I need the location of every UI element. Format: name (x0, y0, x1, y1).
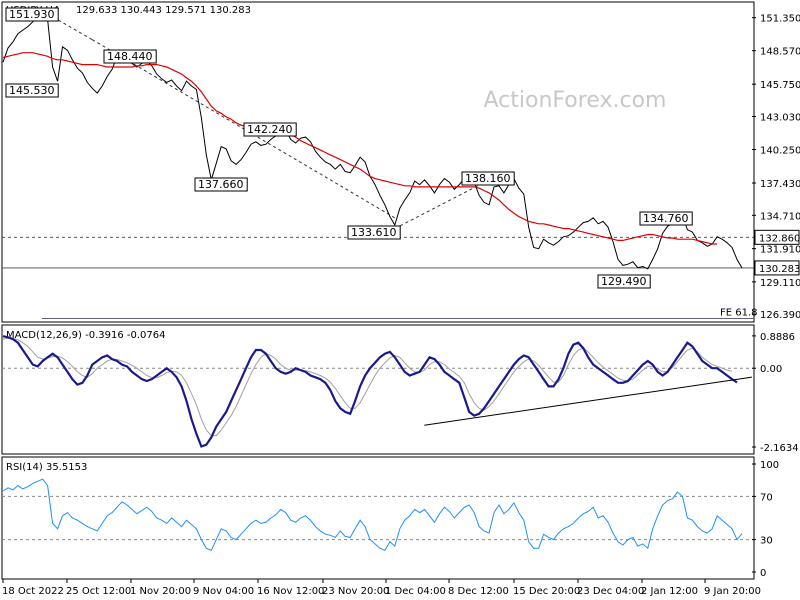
rsi-tick-label: 30 (760, 536, 773, 547)
rsi-line (2, 478, 743, 552)
swing-label: 133.610 (351, 226, 397, 239)
swing-label-box (461, 171, 515, 186)
price-layer: 151.350 148.570 145.750 143.030 140.250 137.4… (2, 7, 800, 321)
rsi-panel-label: RSI(14) 35.5153 (6, 462, 87, 473)
rsi-tick-label: 100 (760, 460, 779, 471)
price-tick-label: 126.390 (760, 310, 800, 321)
x-tick-label: 1 Nov 20:00 (130, 586, 191, 597)
price-panel-frame (1, 1, 755, 323)
moving-average-line (2, 52, 718, 245)
macd-trendline (424, 376, 753, 426)
swing-label-box (639, 211, 693, 226)
price-tick-label: 148.570 (760, 47, 800, 58)
rsi-tick-label: 0 (760, 568, 766, 579)
ohlc-readout: 129.633 130.443 129.571 130.283 (76, 5, 251, 16)
price-tick-label: 129.110 (760, 278, 800, 289)
price-tag-box (754, 229, 800, 245)
price-tick-label: 143.030 (760, 113, 800, 124)
swing-label: 148.440 (107, 50, 153, 63)
price-tick-label: 145.750 (760, 80, 800, 91)
swing-label-box (347, 225, 401, 240)
price-tag-label: 130.283 (759, 264, 800, 275)
x-axis: 18 Oct 2022 25 Oct 12:001 Nov 20:00 9 Nov … (2, 579, 761, 597)
macd-tick-label: -2.1634 (760, 443, 799, 454)
swing-label-box (5, 7, 59, 22)
macd-tick-label: 0.8886 (760, 332, 795, 343)
wave-dashed-line (394, 176, 495, 229)
x-tick-label: 18 Oct 2022 (2, 586, 64, 597)
macd-line (2, 335, 738, 448)
x-tick-label: 16 Nov 12:00 (257, 586, 324, 597)
macd-signal-line (2, 337, 733, 437)
x-tick-label: 25 Oct 12:00 (66, 586, 131, 597)
swing-label: 145.530 (9, 84, 55, 97)
price-tick-label: 137.430 (760, 179, 800, 190)
watermark-text: ActionForex.com (484, 88, 667, 113)
price-tag-box (754, 260, 800, 276)
macd-tick-label: 0.00 (760, 364, 782, 375)
rsi-panel-frame (1, 456, 755, 580)
swing-label: 151.930 (9, 8, 55, 21)
x-tick-label: 23 Dec 04:00 (577, 586, 644, 597)
macd-panel-label: MACD(12,26,9) -0.3916 -0.0764 (6, 330, 166, 341)
x-tick-label: 9 Jan 20:00 (704, 586, 761, 597)
price-tick-label: 131.910 (760, 245, 800, 256)
x-tick-label: 1 Dec 04:00 (385, 586, 446, 597)
swing-label-box (597, 274, 651, 289)
swing-label-box (5, 83, 59, 98)
x-tick-label: 8 Dec 12:00 (448, 586, 509, 597)
rsi-tick-label: 70 (760, 492, 773, 503)
macd-panel-frame (1, 324, 755, 455)
x-tick-label: 2 Jan 12:00 (641, 586, 698, 597)
swing-label: 142.240 (247, 123, 293, 136)
macd-layer: 0.8886 0.00 -2.1634 (2, 332, 799, 454)
price-tag-label: 132.860 (759, 233, 800, 244)
fe-label: FE 61.8 (720, 308, 758, 319)
swing-label: 134.760 (643, 212, 689, 225)
x-tick-label: 15 Dec 20:00 (513, 586, 580, 597)
rsi-layer: 100 70 30 0 (2, 460, 779, 579)
x-tick-label: 23 Nov 20:00 (322, 586, 389, 597)
swing-label-box (103, 49, 157, 64)
swing-label-box (243, 122, 297, 137)
swing-label: 129.490 (601, 275, 647, 288)
swing-label: 137.660 (198, 178, 244, 191)
swing-label: 138.160 (465, 172, 511, 185)
swing-label-box (194, 177, 248, 192)
x-tick-label: 9 Nov 04:00 (193, 586, 254, 597)
price-tick-label: 151.350 (760, 14, 800, 25)
price-tick-label: 134.710 (760, 211, 800, 222)
price-tick-label: 140.250 (760, 146, 800, 157)
